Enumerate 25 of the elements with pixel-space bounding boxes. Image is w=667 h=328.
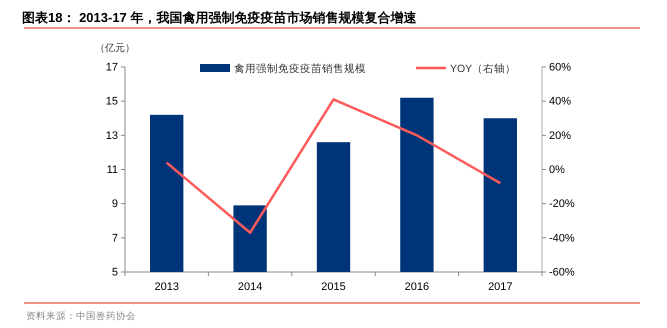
legend-label: YOY（右轴） (450, 62, 516, 75)
y2-tick-label: 20% (549, 130, 572, 142)
y-tick-label: 15 (106, 96, 118, 108)
y-tick-label: 9 (112, 198, 118, 210)
y-tick-label: 17 (106, 62, 118, 74)
y2-tick-label: -40% (549, 232, 575, 244)
y2-tick-label: 40% (549, 96, 572, 108)
x-tick-label: 2014 (238, 280, 262, 293)
y2-tick-label: 60% (549, 62, 572, 74)
y-tick-label: 5 (112, 266, 118, 279)
y2-tick-label: -20% (549, 198, 575, 210)
text: 资料来源：中国兽药协会 (26, 310, 136, 322)
x-tick-label: 2017 (488, 280, 513, 293)
line-series (165, 98, 502, 234)
y2-tick-label: 0% (549, 164, 566, 176)
chart-title: 图表18： 2013-17 年，我国禽用强制免疫疫苗市场销售规模复合增速 (22, 10, 418, 25)
x-tick-label: 2015 (321, 280, 346, 293)
y2-tick-label: -60% (549, 266, 575, 279)
y-axis-title: （亿元） (95, 43, 135, 54)
x-tick-label: 2013 (154, 280, 179, 293)
x-tick-label: 2016 (404, 280, 430, 293)
legend-label: 禽用强制免疫疫苗销售规模 (234, 62, 366, 75)
y-tick-label: 7 (112, 232, 118, 244)
y-tick-label: 11 (106, 164, 118, 176)
y-tick-label: 13 (106, 130, 118, 142)
